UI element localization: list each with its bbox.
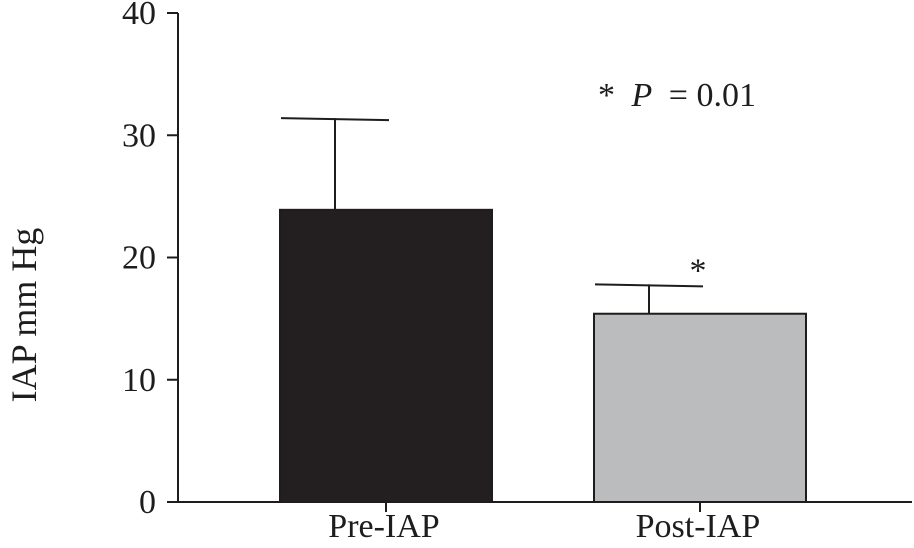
error-bar-cap <box>280 117 390 122</box>
p-value-star: * <box>598 77 615 114</box>
x-category-label: Post-IAP <box>636 508 761 543</box>
y-axis-title: IAP mm Hg <box>4 228 44 403</box>
error-bar-cap <box>594 283 704 288</box>
bar-pre-iap <box>279 208 493 503</box>
y-tick-label: 10 <box>122 362 156 399</box>
p-value-text: = 0.01 <box>669 77 756 114</box>
y-tick-label: 40 <box>122 0 156 32</box>
bars-group <box>279 117 807 503</box>
y-tick-label: 30 <box>122 117 156 154</box>
significance-star: * <box>690 252 707 289</box>
bar-post-iap <box>593 312 807 503</box>
p-value-annotation: * P = 0.01 <box>598 77 756 114</box>
x-category-label: Pre-IAP <box>328 508 439 543</box>
y-tick-label: 20 <box>122 240 156 277</box>
p-value-symbol: P <box>631 77 653 114</box>
labels-group: Pre-IAP Post-IAP * <box>328 252 761 545</box>
y-tick-label: 0 <box>139 484 156 521</box>
